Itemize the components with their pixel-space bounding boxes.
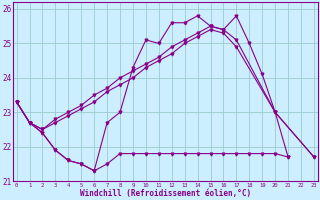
X-axis label: Windchill (Refroidissement éolien,°C): Windchill (Refroidissement éolien,°C) xyxy=(80,189,251,198)
